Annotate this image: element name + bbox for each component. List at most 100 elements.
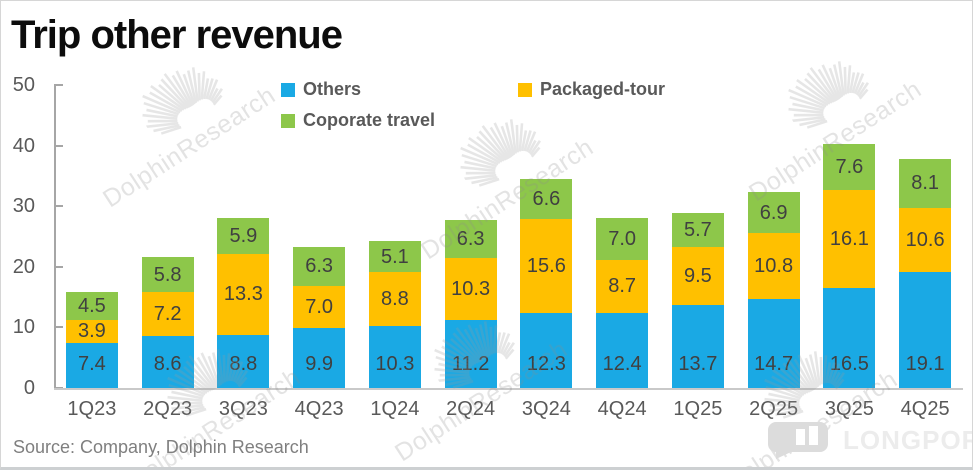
y-axis-label: 30 (12, 195, 35, 218)
legend-label-packaged-tour: Packaged-tour (540, 79, 666, 99)
y-axis-label: 40 (12, 134, 35, 157)
brand-logo: LONGPORT (767, 421, 972, 459)
bar-value-label: 6.3 (456, 227, 485, 250)
x-axis-label: 3Q23 (218, 398, 268, 420)
bar-value-label: 13.7 (678, 352, 718, 375)
bar-value-label: 10.3 (375, 352, 415, 375)
bar-value-label: 6.9 (759, 201, 788, 224)
bar-segment-coporate-travel-3q23: 5.9 (217, 218, 270, 255)
bar-segment-packaged-tour-1q25: 9.5 (671, 247, 724, 305)
bar-segment-coporate-travel-4q25: 8.1 (899, 158, 952, 208)
source-note: Source: Company, Dolphin Research (13, 437, 309, 457)
brand-wordmark: LONGPORT (843, 424, 972, 455)
x-axis-label: 2Q24 (446, 398, 496, 420)
bar-segment-others-1q24: 10.3 (368, 325, 421, 388)
bar-value-label: 12.3 (526, 352, 566, 375)
y-axis-label: 0 (23, 377, 35, 399)
bar-value-label: 13.3 (223, 283, 263, 306)
y-axis-tick (54, 144, 63, 147)
bar-segment-packaged-tour-2q24: 10.3 (444, 257, 497, 321)
bar-segment-others-4q25: 19.1 (899, 272, 952, 388)
speech-bubble-chart-icon (768, 422, 828, 459)
x-axis-label: 1Q25 (673, 398, 723, 420)
x-axis-baseline (54, 388, 963, 390)
x-axis-label: 2Q23 (143, 398, 193, 420)
y-axis-tick (54, 205, 63, 208)
y-axis-tick (54, 265, 63, 268)
x-axis-label: 4Q23 (294, 398, 344, 420)
x-axis-label: 4Q25 (900, 398, 950, 420)
bar-segment-coporate-travel-1q23: 4.5 (65, 292, 118, 320)
bar-segment-coporate-travel-2q24: 6.3 (444, 219, 497, 258)
bar-segment-packaged-tour-1q24: 8.8 (368, 272, 421, 326)
y-axis-label: 10 (12, 316, 35, 339)
y-axis-tick (54, 326, 63, 329)
bar-segment-coporate-travel-2q23: 5.8 (141, 257, 194, 293)
x-axis-label: 4Q24 (597, 398, 647, 420)
bar-segment-packaged-tour-3q25: 16.1 (823, 190, 876, 288)
chart-title: Trip other revenue (11, 13, 343, 57)
bar-value-label: 6.3 (305, 255, 334, 278)
bar-value-label: 7.6 (835, 156, 864, 179)
bar-segment-coporate-travel-1q25: 5.7 (671, 212, 724, 248)
bar-value-label: 10.6 (905, 229, 945, 252)
bar-segment-coporate-travel-4q24: 7.0 (596, 217, 649, 261)
bar-value-label: 7.0 (305, 295, 334, 318)
x-axis-label: 1Q24 (370, 398, 420, 420)
bar-value-label: 7.2 (153, 303, 182, 326)
bar-segment-others-1q23: 7.4 (65, 343, 118, 388)
bar-value-label: 11.2 (451, 352, 490, 375)
bar-value-label: 16.5 (829, 352, 869, 375)
legend-item-others: Others (281, 79, 361, 100)
bar-segment-coporate-travel-3q25: 7.6 (823, 144, 876, 191)
y-axis-label: 50 (12, 74, 35, 96)
bar-value-label: 3.9 (77, 320, 106, 343)
bar-segment-others-3q23: 8.8 (217, 334, 270, 388)
bar-value-label: 16.1 (829, 228, 869, 251)
legend-swatch-packaged-tour-icon (518, 82, 532, 97)
bar-segment-others-2q24: 11.2 (444, 320, 497, 388)
bar-segment-others-3q24: 12.3 (520, 313, 573, 388)
bar-value-label: 5.7 (683, 219, 712, 242)
bar-segment-packaged-tour-2q23: 7.2 (141, 292, 194, 336)
x-axis-label: 2Q25 (749, 398, 799, 420)
x-axis-label: 1Q23 (67, 398, 117, 420)
bar-value-label: 12.4 (602, 352, 642, 375)
y-axis-label: 20 (12, 255, 35, 278)
bar-segment-coporate-travel-2q25: 6.9 (747, 191, 800, 234)
legend-item-packaged-tour: Packaged-tour (518, 79, 665, 100)
bar-value-label: 5.8 (153, 263, 182, 286)
bar-value-label: 8.8 (380, 287, 409, 310)
bar-value-label: 10.8 (754, 255, 794, 278)
legend-swatch-others-icon (281, 82, 295, 97)
bar-segment-others-2q23: 8.6 (141, 335, 194, 388)
x-axis-label: 3Q24 (521, 398, 571, 420)
bar-segment-packaged-tour-4q24: 8.7 (596, 260, 649, 313)
bar-value-label: 15.6 (526, 255, 566, 278)
bar-segment-packaged-tour-1q23: 3.9 (65, 319, 118, 344)
bar-value-label: 7.0 (608, 227, 637, 250)
bar-segment-others-3q25: 16.5 (823, 288, 876, 388)
bar-value-label: 7.4 (77, 352, 106, 375)
legend-swatch-corporate-travel-icon (281, 113, 295, 128)
bar-value-label: 8.6 (153, 352, 182, 375)
x-axis-label: 3Q25 (824, 398, 874, 420)
bar-value-label: 14.7 (754, 352, 794, 375)
bar-value-label: 8.1 (911, 172, 940, 195)
y-axis-tick (54, 84, 63, 86)
bar-segment-others-2q25: 14.7 (747, 298, 800, 388)
bar-segment-packaged-tour-3q24: 15.6 (520, 218, 573, 314)
bar-value-label: 9.9 (305, 352, 334, 375)
bar-value-label: 9.5 (683, 265, 712, 288)
y-axis-line (54, 85, 56, 388)
bar-value-label: 6.6 (532, 187, 561, 210)
bar-segment-coporate-travel-1q24: 5.1 (368, 241, 421, 273)
bar-value-label: 19.1 (905, 352, 945, 375)
bar-segment-others-4q24: 12.4 (596, 312, 649, 388)
bar-segment-coporate-travel-3q24: 6.6 (520, 178, 573, 219)
legend-label-corporate-travel: Coporate travel (303, 110, 436, 130)
bar-segment-others-4q23: 9.9 (293, 328, 346, 388)
bar-value-label: 5.9 (229, 225, 258, 248)
bar-segment-coporate-travel-4q23: 6.3 (293, 247, 346, 286)
